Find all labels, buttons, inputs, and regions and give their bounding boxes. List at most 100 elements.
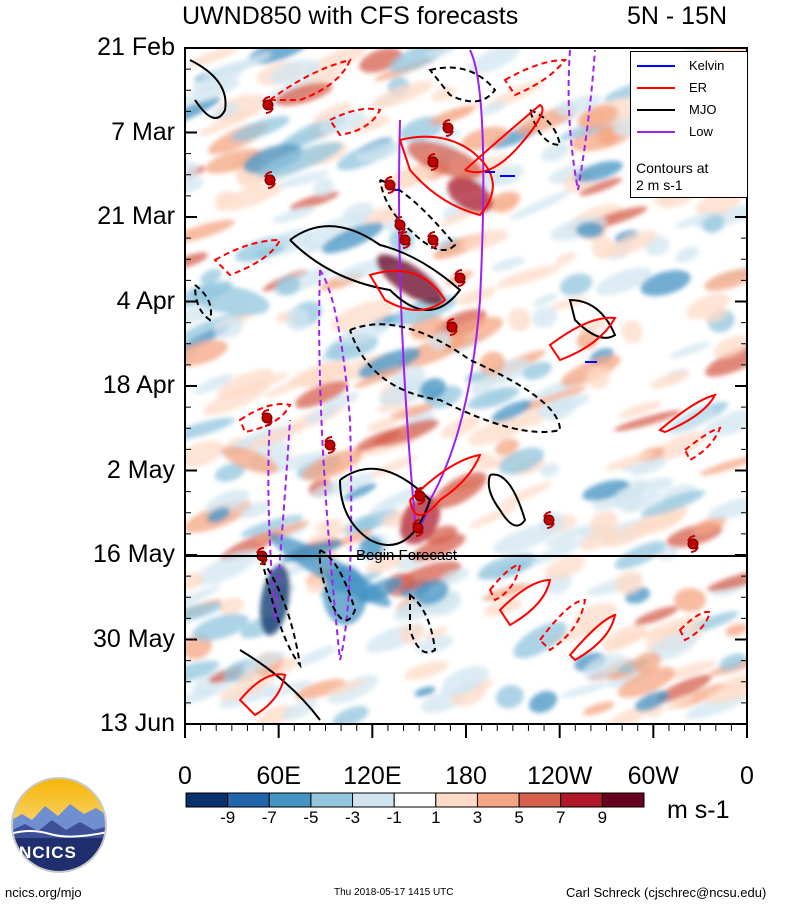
anomaly-blob [221,446,279,474]
anomaly-blob [605,452,654,471]
anomaly-blob [479,101,507,116]
anomaly-blob [188,48,238,67]
anomaly-blob [257,141,343,179]
anomaly-blob [322,392,360,411]
anomaly-blob [498,447,545,475]
anomaly-blob [276,275,301,296]
anomaly-blob [321,222,384,254]
legend-label: ER [689,80,708,95]
anomaly-blob [365,555,402,573]
colorbar-segment [393,792,437,808]
anomaly-blob [206,507,231,523]
anomaly-blob [649,630,698,661]
anomaly-blob [269,59,320,85]
anomaly-blob [332,706,369,724]
anomaly-blob [240,515,304,537]
anomaly-blob [193,373,234,395]
anomaly-blob [576,222,604,238]
anomaly-blob [185,79,240,105]
anomaly-blob [264,451,330,474]
anomaly-blob [548,164,590,184]
colorbar-level: 5 [514,808,524,827]
anomaly-blob [507,307,531,332]
anomaly-blob [634,690,669,712]
anomaly-blob [359,536,383,559]
contour-line [328,107,382,137]
storm-icon [414,487,426,505]
chart-region: 5N - 15N [627,2,728,30]
anomaly-blob [621,320,643,344]
anomaly-blob [586,366,611,389]
anomaly-blob [666,408,715,435]
anomaly-blob [302,449,363,481]
anomaly-blob [305,575,327,594]
contour-line [487,473,527,527]
anomaly-blob [634,606,679,626]
anomaly-blob [356,517,377,533]
anomaly-blob [200,269,222,284]
anomaly-blob [577,104,619,129]
anomaly-blob [370,455,418,477]
contour-line [318,269,353,661]
anomaly-blob [294,380,349,409]
anomaly-blob [544,555,585,580]
x-tick-label: 0 [178,762,192,790]
anomaly-blob [686,293,731,320]
anomaly-blob [704,309,728,323]
anomaly-blob [190,284,270,316]
x-tick-label: 120W [527,762,593,790]
contour-line [464,103,544,174]
anomaly-blob [521,385,587,410]
anomaly-blob [311,472,376,498]
anomaly-blob [578,177,623,196]
anomaly-blob [185,440,225,468]
anomaly-blob [640,490,706,517]
anomaly-blob [231,116,290,142]
anomaly-blob [704,268,747,291]
contour-line [678,610,712,642]
anomaly-blob [532,293,558,307]
anomaly-blob [582,701,615,716]
anomaly-blob [389,48,452,73]
anomaly-blob [285,307,310,332]
anomaly-blob [509,190,572,221]
anomaly-blob [495,438,519,456]
anomaly-blob [437,568,470,587]
anomaly-blob [545,525,589,548]
contour-line [368,269,447,311]
anomaly-blob [613,410,682,432]
anomaly-blob [294,679,346,700]
anomaly-blob [602,520,657,548]
anomaly-blob [431,86,457,102]
anomaly-blob [470,378,494,396]
contour-line [428,66,497,103]
anomaly-blob [529,690,558,713]
footer-author: Carl Schreck (cjschrec@ncsu.edu) [566,885,767,900]
legend-label: Kelvin [689,58,725,73]
storm-markers [256,96,699,565]
anomaly-blob [447,176,493,214]
contour-line [339,467,432,546]
y-tick-label: 30 May [93,624,175,653]
anomaly-blob [662,660,718,681]
contour-line [289,225,462,311]
anomaly-blob [604,631,647,653]
anomaly-blob [254,521,310,542]
x-tick-label: 120E [343,762,402,790]
legend-swatch [637,65,675,67]
x-tick-label: 60E [256,762,301,790]
anomaly-blob [391,164,433,187]
contour-line [658,393,717,434]
logo-text: NCICS [19,843,77,862]
y-tick-label: 21 Feb [97,33,175,61]
x-tick-label: 60W [627,762,680,790]
anomaly-blob [713,335,747,358]
anomaly-blob [215,182,284,212]
anomaly-blob [582,479,629,501]
contour-line [568,613,617,662]
anomaly-blob [559,273,593,296]
anomaly-blob [707,497,747,520]
anomaly-blob [425,627,448,639]
anomaly-blob [272,206,315,223]
